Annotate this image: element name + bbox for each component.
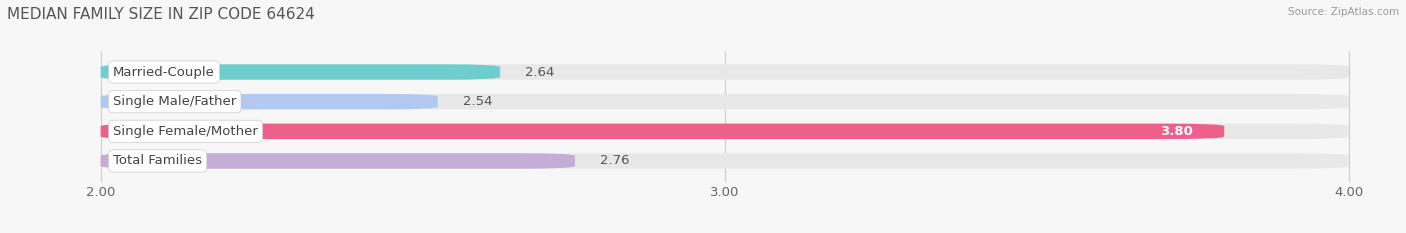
Text: Source: ZipAtlas.com: Source: ZipAtlas.com [1288, 7, 1399, 17]
FancyBboxPatch shape [101, 153, 1348, 169]
FancyBboxPatch shape [101, 94, 437, 109]
Text: Married-Couple: Married-Couple [112, 65, 215, 79]
Text: 3.80: 3.80 [1160, 125, 1192, 138]
Text: Single Female/Mother: Single Female/Mother [112, 125, 259, 138]
Text: MEDIAN FAMILY SIZE IN ZIP CODE 64624: MEDIAN FAMILY SIZE IN ZIP CODE 64624 [7, 7, 315, 22]
Text: Total Families: Total Families [112, 154, 202, 168]
FancyBboxPatch shape [101, 94, 1348, 109]
FancyBboxPatch shape [101, 64, 501, 80]
FancyBboxPatch shape [101, 124, 1225, 139]
FancyBboxPatch shape [101, 124, 1348, 139]
Text: 2.54: 2.54 [463, 95, 492, 108]
Text: 2.64: 2.64 [524, 65, 554, 79]
Text: 2.76: 2.76 [600, 154, 630, 168]
Text: Single Male/Father: Single Male/Father [112, 95, 236, 108]
FancyBboxPatch shape [101, 64, 1348, 80]
FancyBboxPatch shape [101, 153, 575, 169]
